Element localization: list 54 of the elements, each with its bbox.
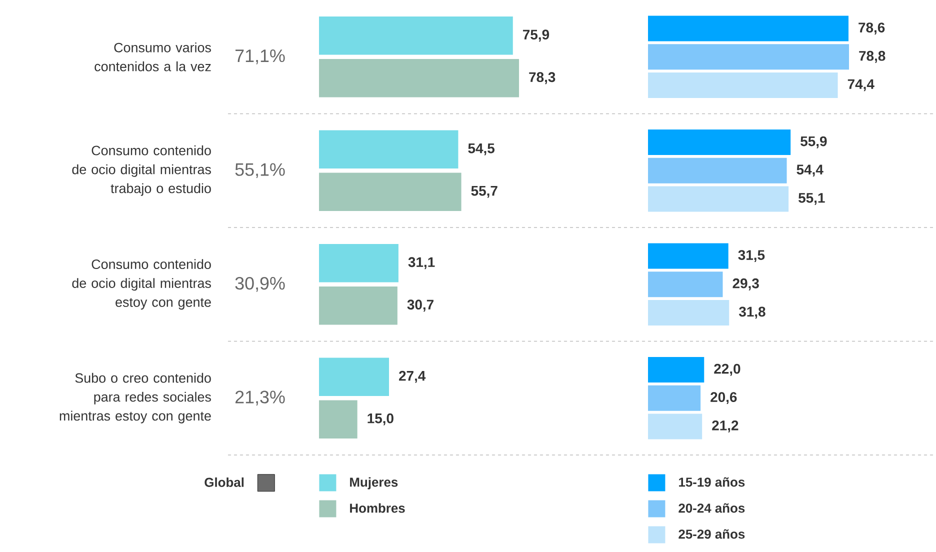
bar [648,16,848,42]
bar [319,286,398,325]
bar [648,414,702,440]
bar [648,243,728,269]
data-label: 22,0 [714,364,740,376]
data-label: 27,4 [399,370,426,383]
bar [319,58,520,98]
data-label: 54,4 [796,164,824,176]
bar [648,158,787,184]
category-label: Consumo contenido de ocio digital mientras estoy con gente [72,259,211,310]
bar [319,16,513,55]
data-label: 30,9% [235,276,285,292]
data-label: 78,3 [529,72,556,84]
bar [319,400,358,438]
data-label: 31,1 [408,257,435,270]
data-label: 21,3% [235,390,285,406]
data-label: 21,2 [712,420,738,432]
legend-label: Mujeres [350,477,398,490]
data-label: 55,1 [798,193,825,205]
data-label: 78,8 [859,50,886,63]
category-label: Consumo contenido de ocio digital mientras trabajo o estudio [72,145,211,196]
category-label: Consumo varios contenidos a la vez [94,42,211,72]
data-label: 15,0 [368,413,394,426]
legend-label: 15-19 años [679,477,745,487]
data-label: 78,6 [858,22,885,34]
data-label: 31,5 [738,250,765,262]
bar [319,244,398,282]
bar [648,272,723,298]
category-label: Subo o creo contenido para redes sociales mientras estoy con gente [60,372,211,424]
data-label: 55,7 [471,186,498,198]
data-label: 71,1% [236,49,285,64]
data-label: 20,6 [710,392,737,404]
bar [648,186,789,212]
bar [648,72,838,98]
data-label: 31,8 [738,306,766,319]
legend-label: Global [204,477,244,487]
bar [648,385,701,411]
data-label: 29,3 [732,278,759,290]
bar [319,130,458,168]
data-label: 55,1% [235,163,285,178]
bar [648,130,791,156]
bar [648,300,730,326]
legend-label: Hombres [350,503,405,513]
data-label: 30,7 [407,300,434,312]
data-label: 55,9 [800,136,827,148]
bar [319,358,389,396]
legend-label: 25-29 años [678,529,745,539]
bar [648,44,850,70]
data-label: 74,4 [848,79,874,92]
bar [319,172,462,211]
data-label: 54,5 [468,143,495,156]
data-label: 75,9 [523,30,550,42]
legend-label: 20-24 años [678,503,745,513]
bar [648,357,704,383]
